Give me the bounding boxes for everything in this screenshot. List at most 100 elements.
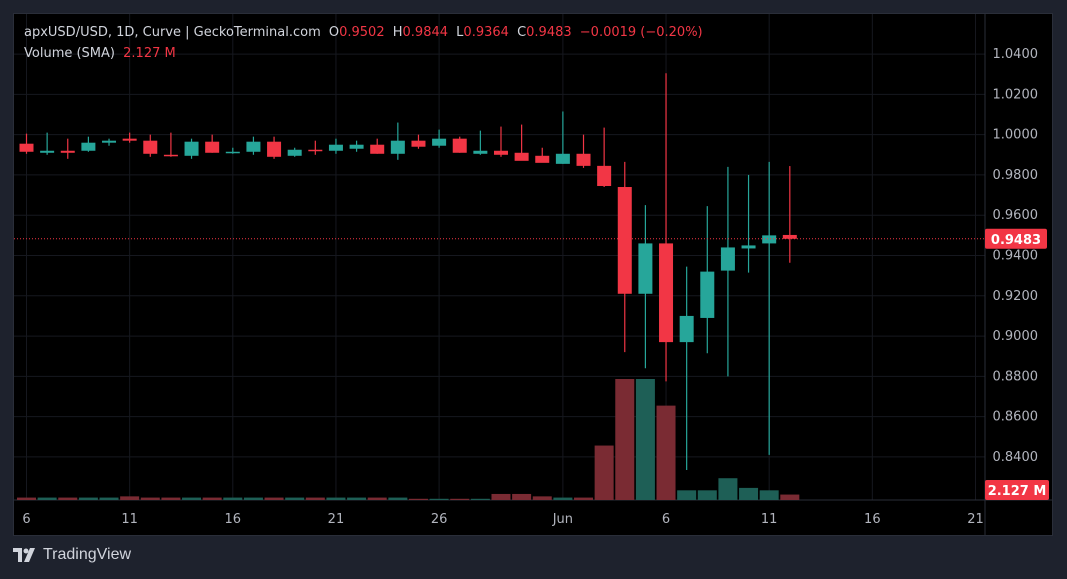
volume-bar [243, 497, 263, 500]
ohlc-legend: apxUSD/USD, 1D, Curve | GeckoTerminal.co… [24, 25, 707, 40]
chart-canvas[interactable]: 1.0400 1.0200 1.0000 0.9800 0.9600 0.9400 0.92… [14, 14, 1052, 535]
high-label: H [392, 25, 403, 40]
volume-label: Volume (SMA) [24, 46, 115, 61]
chart-frame[interactable]: 1.0400 1.0200 1.0000 0.9800 0.9600 0.9400 0.92… [13, 13, 1053, 536]
y-tick-label: 0.9000 [993, 329, 1039, 344]
candle-body [597, 165, 612, 187]
volume-bar [367, 497, 387, 500]
volume-bar [17, 497, 36, 500]
y-tick-label: 0.8800 [993, 369, 1039, 384]
volume-bar [470, 498, 490, 500]
volume-bar [37, 497, 57, 500]
volume-bar [285, 497, 305, 500]
y-tick-label: 1.0000 [993, 128, 1039, 143]
candle-body [102, 140, 117, 143]
candle-body [205, 141, 220, 153]
candle-body [720, 247, 735, 271]
symbol-line: apxUSD/USD, 1D, Curve | GeckoTerminal.co… [24, 25, 321, 40]
x-tick-label: 16 [864, 512, 881, 527]
volume-legend: Volume (SMA) 2.127 M [24, 46, 180, 61]
volume-bar [594, 445, 614, 500]
candle-body [328, 144, 343, 151]
candle-body [308, 149, 323, 152]
candle-body [514, 152, 529, 161]
x-tick-label: 11 [121, 512, 138, 527]
y-tick-label: 0.9600 [993, 208, 1039, 223]
change-value: −0.0019 (−0.20%) [579, 25, 703, 40]
candle-body [184, 141, 199, 156]
volume-bar [264, 497, 284, 500]
low-label: L [456, 25, 464, 40]
candle-body [349, 144, 364, 149]
volume-bar [553, 497, 573, 500]
candle-body [452, 138, 467, 153]
volume-bar [635, 379, 655, 500]
volume-bar [388, 497, 408, 500]
volume-bar [161, 497, 181, 500]
y-tick-label: 0.9200 [993, 289, 1039, 304]
x-tick-label: 6 [662, 512, 670, 527]
y-tick-label: 1.0400 [993, 47, 1039, 62]
candle-body [143, 140, 158, 154]
x-tick-label: 21 [328, 512, 345, 527]
candle-body [741, 245, 756, 249]
candle-body [762, 235, 777, 244]
candle-body [370, 144, 385, 154]
volume-bar [120, 496, 140, 500]
volume-badge-text: 2.127 M [988, 484, 1047, 499]
x-tick-label: 26 [431, 512, 448, 527]
volume-bar [347, 497, 367, 500]
close-label: C [517, 25, 527, 40]
tradingview-icon [13, 548, 35, 562]
y-tick-label: 0.9800 [993, 168, 1039, 183]
volume-bar [574, 497, 594, 500]
candle-body [659, 243, 674, 343]
volume-bar [739, 487, 759, 500]
volume-bar [99, 497, 119, 500]
x-tick-label: 21 [967, 512, 984, 527]
candle-body [19, 143, 34, 152]
last-price-text: 0.9483 [991, 233, 1041, 248]
candle-body [617, 187, 632, 294]
volume-bar [780, 494, 800, 500]
candle-body [411, 140, 426, 147]
x-tick-label: Jun [552, 512, 573, 527]
candle-body [473, 150, 488, 154]
candle-body [246, 141, 261, 152]
volume-bar [408, 498, 428, 500]
candle-body [122, 138, 137, 141]
high-value: 0.9844 [402, 25, 449, 40]
open-label: O [328, 25, 340, 40]
y-tick-label: 0.8600 [993, 410, 1039, 425]
volume-bar [532, 496, 552, 500]
tradingview-logo[interactable]: TradingView [13, 546, 131, 564]
candle-body [535, 155, 550, 163]
brand-name: TradingView [43, 546, 132, 563]
y-tick-label: 0.8400 [993, 450, 1039, 465]
candle-body [555, 153, 570, 164]
volume-bar [697, 490, 717, 500]
volume-bar [677, 490, 697, 500]
volume-bar [202, 497, 222, 500]
volume-badge [985, 480, 1049, 500]
y-tick-label: 0.9400 [993, 249, 1039, 264]
candle-body [225, 151, 240, 154]
candle-body [493, 150, 508, 155]
volume-bar [140, 497, 160, 500]
candle-body [60, 150, 75, 153]
candle-body [390, 140, 405, 154]
volume-bar [305, 497, 325, 500]
candle-body [81, 142, 96, 151]
volume-bar [58, 497, 78, 500]
close-value: 0.9483 [526, 25, 572, 40]
y-tick-label: 1.0200 [993, 87, 1039, 102]
candle-body [267, 141, 282, 157]
candle-body [638, 243, 653, 294]
candle-body [700, 271, 715, 318]
candle-body [576, 153, 591, 166]
volume-bar [182, 497, 202, 500]
x-tick-label: 6 [22, 512, 30, 527]
low-value: 0.9364 [463, 25, 509, 40]
volume-bar [429, 498, 449, 500]
x-tick-label: 11 [761, 512, 778, 527]
